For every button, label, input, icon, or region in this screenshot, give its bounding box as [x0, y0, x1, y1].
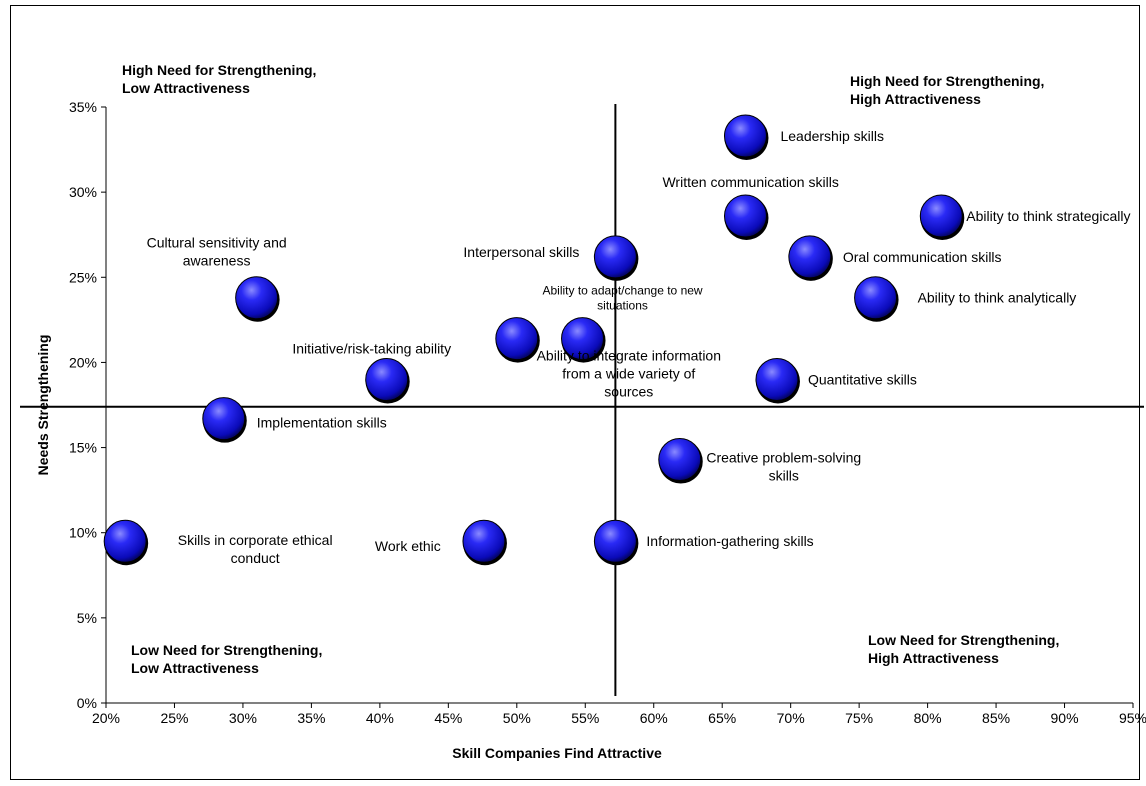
x-tick-label: 80% — [914, 710, 942, 726]
data-points — [103, 114, 965, 566]
point-label: Written communication skills — [662, 174, 838, 190]
point-label: Ability to think analytically — [918, 290, 1077, 306]
data-point — [202, 397, 246, 441]
x-tick-label: 90% — [1051, 710, 1079, 726]
point-label: Interpersonal skills — [463, 244, 579, 260]
point-label: Oral communication skills — [843, 249, 1002, 265]
axes: 20% 25% 30% 35% 40% 45% 50% 55% 60% 65% 70% 75% 80% 8… — [69, 99, 1146, 726]
data-point — [723, 114, 767, 158]
x-tick-label: 65% — [708, 710, 736, 726]
x-tick-label: 60% — [640, 710, 668, 726]
data-point — [723, 194, 767, 238]
data-point — [462, 519, 506, 563]
quadrant-label: Low Need for Strengthening, Low Attractiv… — [131, 642, 322, 676]
quadrant-label: Low Need for Strengthening, High Attracti… — [868, 632, 1059, 666]
x-tick-label: 20% — [92, 710, 120, 726]
x-tick-label: 75% — [845, 710, 873, 726]
x-tick-label: 95% — [1119, 710, 1146, 726]
x-tick-label: 70% — [777, 710, 805, 726]
data-point — [788, 235, 832, 279]
point-label: Work ethic — [375, 538, 441, 554]
y-tick-label: 15% — [69, 440, 97, 456]
x-tick-label: 35% — [297, 710, 325, 726]
chart-frame — [10, 5, 1140, 780]
quadrant-label: High Need for Strengthening, Low Attracti… — [122, 62, 316, 96]
y-tick-label: 30% — [69, 184, 97, 200]
x-tick-label: 40% — [366, 710, 394, 726]
point-label: Ability to integrate information from a w… — [537, 348, 721, 400]
x-tick-label: 45% — [434, 710, 462, 726]
point-label: Skills in corporate ethical conduct — [178, 532, 333, 566]
data-point — [854, 276, 898, 320]
data-point — [919, 194, 963, 238]
point-label: Creative problem-solving skills — [706, 449, 861, 483]
y-tick-label: 0% — [77, 695, 97, 711]
x-tick-label: 55% — [571, 710, 599, 726]
reference-lines — [20, 104, 1144, 696]
x-tick-label: 50% — [503, 710, 531, 726]
point-label: Ability to think strategically — [966, 208, 1130, 224]
data-point — [658, 437, 702, 481]
point-label: Implementation skills — [257, 415, 387, 431]
point-label: Ability to adapt/change to new situations — [542, 284, 702, 313]
data-point — [103, 519, 147, 563]
x-tick-label: 30% — [229, 710, 257, 726]
y-tick-label: 25% — [69, 269, 97, 285]
y-tick-label: 20% — [69, 354, 97, 370]
y-tick-label: 10% — [69, 525, 97, 541]
y-tick-label: 5% — [77, 610, 97, 626]
x-tick-label: 85% — [982, 710, 1010, 726]
x-axis-title: Skill Companies Find Attractive — [452, 745, 662, 761]
x-tick-label: 25% — [160, 710, 188, 726]
data-point — [235, 276, 279, 320]
data-point — [755, 357, 799, 401]
data-point — [593, 519, 637, 563]
point-labels: Leadership skills Written communication s… — [147, 128, 1131, 566]
quadrant-labels: High Need for Strengthening, Low Attracti… — [122, 62, 1059, 676]
data-point — [561, 317, 605, 361]
y-axis-title: Needs Strengthening — [35, 335, 51, 476]
point-label: Leadership skills — [780, 128, 884, 144]
quadrant-label: High Need for Strengthening, High Attract… — [850, 73, 1044, 107]
y-tick-label: 35% — [69, 99, 97, 115]
point-label: Quantitative skills — [808, 371, 917, 387]
data-point — [495, 317, 539, 361]
point-label: Initiative/risk-taking ability — [292, 340, 451, 356]
data-point — [593, 235, 637, 279]
data-point — [365, 357, 409, 401]
point-label: Information-gathering skills — [646, 533, 813, 549]
point-label: Cultural sensitivity and awareness — [147, 235, 287, 269]
